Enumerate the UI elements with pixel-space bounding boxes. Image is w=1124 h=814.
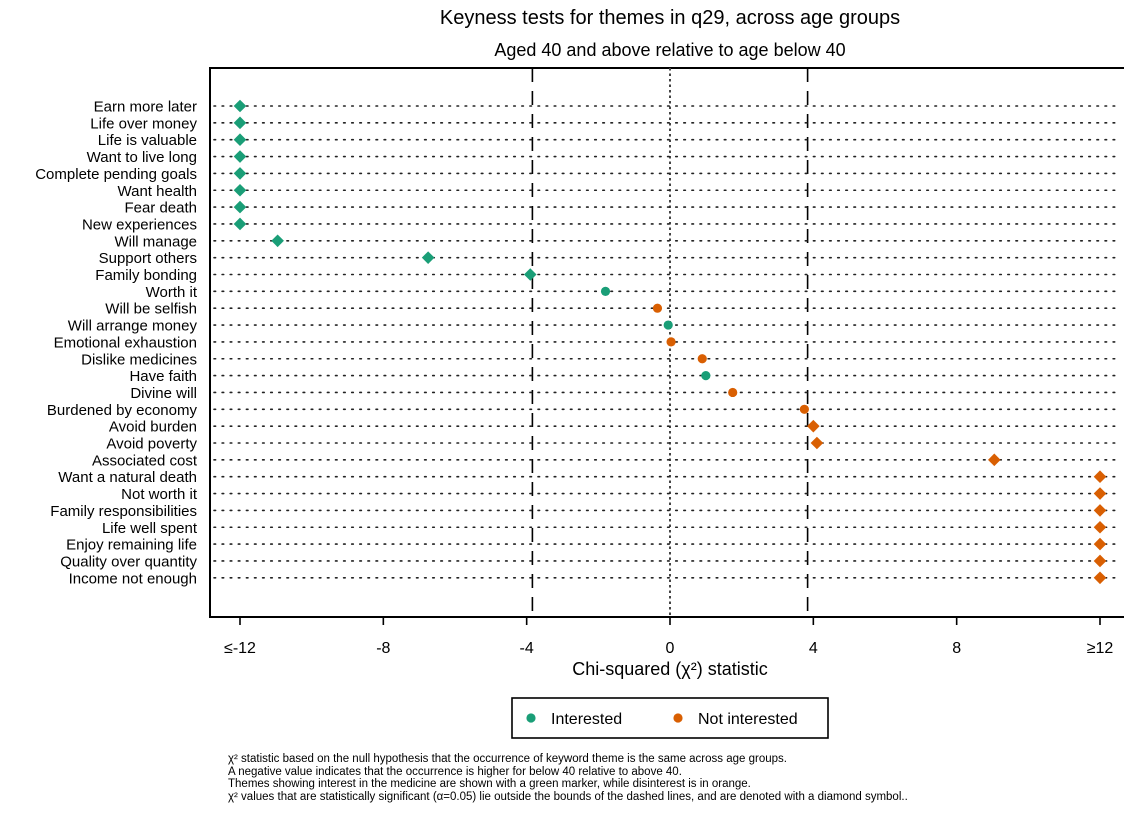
theme-label: Will manage xyxy=(114,233,197,250)
x-axis-label: Chi-squared (χ²) statistic xyxy=(572,659,768,679)
theme-label: Have faith xyxy=(129,368,197,385)
theme-label: Enjoy remaining life xyxy=(66,537,197,554)
chart-subtitle: Aged 40 and above relative to age below … xyxy=(494,40,846,60)
marker-diamond-not_interested xyxy=(1093,571,1107,585)
theme-label: Dislike medicines xyxy=(81,351,197,368)
legend-marker-interested xyxy=(526,713,536,723)
marker-diamond-interested xyxy=(233,200,247,214)
x-tick-label: 0 xyxy=(666,640,675,657)
theme-label: Family bonding xyxy=(95,267,197,284)
marker-diamond-interested xyxy=(233,150,247,163)
marker-diamond-not_interested xyxy=(1093,537,1107,551)
theme-label: Want health xyxy=(118,183,198,200)
theme-label: Complete pending goals xyxy=(35,166,197,183)
marker-diamond-interested xyxy=(233,167,247,180)
marker-circle-interested xyxy=(701,371,711,381)
marker-diamond-not_interested xyxy=(1093,504,1107,517)
marker-circle-not_interested xyxy=(652,303,663,313)
marker-diamond-interested xyxy=(233,99,247,113)
marker-diamond-not_interested xyxy=(987,453,1001,467)
footnote-1: χ² statistic based on the null hypothesi… xyxy=(228,753,787,765)
theme-label: Want a natural death xyxy=(58,469,197,486)
plot-frame xyxy=(209,67,1124,618)
theme-label: Quality over quantity xyxy=(60,553,197,570)
marker-diamond-not_interested xyxy=(1093,487,1107,500)
legend-label-interested: Interested xyxy=(551,711,622,728)
theme-label: Burdened by economy xyxy=(47,402,198,419)
marker-circle-not_interested xyxy=(697,354,707,364)
x-tick-label: -8 xyxy=(376,640,390,657)
theme-label: New experiences xyxy=(82,216,197,233)
x-tick-label: 4 xyxy=(809,640,818,657)
theme-label: Income not enough xyxy=(69,570,197,587)
marker-diamond-not_interested xyxy=(1093,554,1107,568)
theme-label: Not worth it xyxy=(121,486,198,503)
marker-diamond-interested xyxy=(233,116,247,130)
theme-label: Avoid burden xyxy=(109,419,197,436)
footnote-3: Themes showing interest in the medicine … xyxy=(228,778,751,790)
x-tick-label: ≥12 xyxy=(1087,640,1114,657)
marker-circle-not_interested xyxy=(666,337,676,347)
legend-marker-not_interested xyxy=(673,713,683,723)
theme-label: Life is valuable xyxy=(98,132,197,149)
theme-label: Emotional exhaustion xyxy=(54,334,197,351)
theme-label: Want to live long xyxy=(87,149,197,166)
theme-label: Divine will xyxy=(130,385,197,402)
theme-label: Will be selfish xyxy=(105,301,197,318)
marker-circle-interested xyxy=(600,286,611,296)
marker-circle-not_interested xyxy=(728,387,738,398)
marker-diamond-not_interested xyxy=(810,436,824,450)
marker-diamond-interested xyxy=(523,268,537,281)
theme-label: Avoid poverty xyxy=(106,436,197,453)
legend-label-not_interested: Not interested xyxy=(698,711,798,728)
x-tick-label: ≤-12 xyxy=(224,640,256,657)
footnote-2: A negative value indicates that the occu… xyxy=(228,765,682,778)
theme-label: Will arrange money xyxy=(68,318,198,335)
x-tick-label: -4 xyxy=(520,640,534,657)
footnote-4: χ² values that are statistically signifi… xyxy=(228,790,908,803)
legend-box xyxy=(511,697,829,739)
theme-label: Earn more later xyxy=(94,99,197,116)
theme-label: Worth it xyxy=(146,284,198,301)
marker-diamond-interested xyxy=(233,183,247,197)
footnotes: χ² statistic based on the null hypothesi… xyxy=(228,753,908,803)
marker-diamond-not_interested xyxy=(1093,470,1107,483)
x-tick-label: 8 xyxy=(952,640,961,657)
marker-diamond-not_interested xyxy=(1093,520,1107,534)
marker-diamond-interested xyxy=(421,251,435,264)
theme-label: Support others xyxy=(99,250,197,267)
theme-label: Life over money xyxy=(90,115,197,132)
marker-circle-not_interested xyxy=(799,404,809,414)
theme-label: Life well spent xyxy=(102,520,198,537)
marker-diamond-interested xyxy=(271,234,284,248)
marker-diamond-interested xyxy=(233,217,247,231)
marker-diamond-interested xyxy=(233,133,247,146)
theme-label: Fear death xyxy=(124,200,197,217)
chart-title: Keyness tests for themes in q29, across … xyxy=(439,7,901,29)
marker-circle-interested xyxy=(663,320,673,330)
theme-label: Associated cost xyxy=(92,452,198,469)
theme-label: Family responsibilities xyxy=(50,503,197,520)
marker-diamond-not_interested xyxy=(807,419,820,433)
